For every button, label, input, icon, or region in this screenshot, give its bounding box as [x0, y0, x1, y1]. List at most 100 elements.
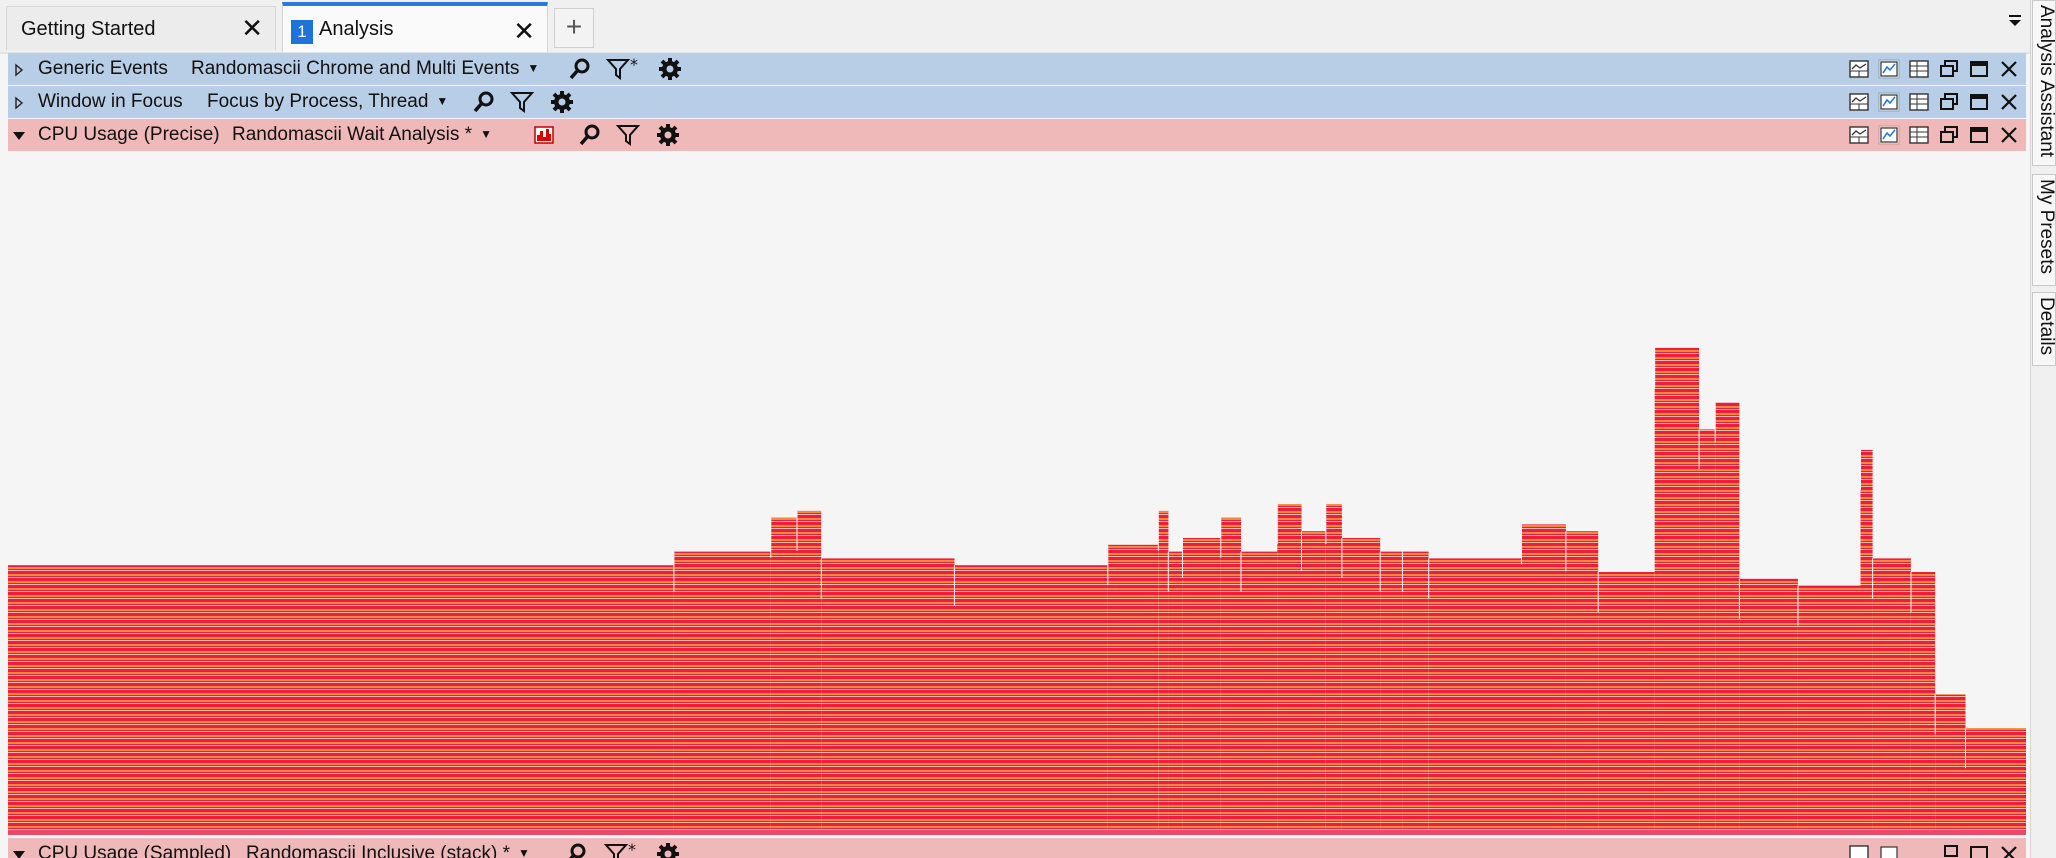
search-icon[interactable]: [472, 90, 496, 114]
graph-title: CPU Usage (Sampled): [38, 843, 232, 858]
gear-icon[interactable]: [656, 842, 680, 858]
table-only-view-icon[interactable]: [1908, 125, 1930, 145]
restore-window-icon[interactable]: [1938, 125, 1960, 145]
tab-analysis[interactable]: 1 Analysis ✕: [282, 2, 548, 52]
side-tab-label: My Presets: [2036, 179, 2056, 275]
maximize-icon[interactable]: [1968, 125, 1990, 145]
tab-number-badge: 1: [291, 20, 313, 44]
table-only-view-icon[interactable]: [1908, 59, 1930, 79]
preset-label: Focus by Process, Thread: [207, 91, 429, 112]
close-icon[interactable]: ✕: [513, 16, 535, 46]
chart-step-18: [1428, 558, 1522, 830]
graph-and-table-view-icon[interactable]: [1848, 125, 1870, 145]
chart-type-icon[interactable]: [532, 123, 556, 147]
maximize-icon[interactable]: [1968, 844, 1990, 858]
chart-step-25: [1739, 578, 1798, 830]
close-icon[interactable]: ✕: [241, 13, 263, 43]
chart-step-22: [1654, 347, 1700, 830]
side-tab-label: Details: [2036, 297, 2056, 356]
filter-icon[interactable]: [616, 123, 640, 147]
chart-step-30: [1935, 694, 1966, 830]
document-tab-strip: Getting Started ✕ 1 Analysis ✕ +: [0, 0, 2030, 54]
svg-text:*: *: [630, 57, 638, 74]
chart-step-2: [770, 517, 797, 830]
graph-title: Generic Events: [38, 58, 168, 79]
preset-dropdown[interactable]: Randomascii Chrome and Multi Events ▼: [191, 58, 539, 80]
chart-step-4: [821, 558, 955, 830]
search-icon[interactable]: [578, 123, 602, 147]
collapse-icon[interactable]: [12, 848, 26, 858]
tab-getting-started[interactable]: Getting Started ✕: [6, 6, 276, 50]
chart-step-7: [1158, 510, 1169, 830]
graph-only-view-icon[interactable]: [1878, 59, 1900, 79]
search-icon[interactable]: [564, 842, 588, 858]
gear-icon[interactable]: [658, 57, 682, 81]
gear-icon[interactable]: [550, 90, 574, 114]
close-icon[interactable]: [1998, 125, 2020, 145]
side-tab-details[interactable]: Details: [2032, 292, 2056, 366]
chart-step-12: [1277, 504, 1302, 830]
restore-window-icon[interactable]: [1938, 92, 1960, 112]
chart-step-3: [797, 510, 822, 830]
chart-step-31: [1965, 728, 2026, 830]
cpu-usage-chart[interactable]: [8, 151, 2026, 837]
graph-row-generic-events: Generic Events Randomascii Chrome and Mu…: [8, 53, 2026, 85]
chart-step-29: [1911, 572, 1936, 830]
chart-step-16: [1380, 551, 1403, 830]
graph-and-table-view-icon[interactable]: [1848, 59, 1870, 79]
close-icon[interactable]: [1998, 844, 2020, 858]
add-tab-button[interactable]: +: [554, 8, 594, 48]
maximize-icon[interactable]: [1968, 92, 1990, 112]
preset-label: Randomascii Inclusive (stack) *: [246, 843, 510, 858]
chevron-down-icon: ▼: [436, 94, 449, 108]
preset-label: Randomascii Wait Analysis *: [232, 124, 473, 145]
close-icon[interactable]: [1998, 59, 2020, 79]
maximize-icon[interactable]: [1968, 59, 1990, 79]
chevron-down-icon[interactable]: [2008, 14, 2022, 28]
chart-step-14: [1325, 504, 1342, 830]
close-icon[interactable]: [1998, 92, 2020, 112]
restore-window-icon[interactable]: [1938, 844, 1960, 858]
restore-window-icon[interactable]: [1938, 59, 1960, 79]
chart-step-15: [1341, 538, 1381, 830]
preset-dropdown[interactable]: Focus by Process, Thread ▼: [207, 91, 448, 113]
chart-baseline: [8, 830, 2026, 835]
preset-dropdown[interactable]: Randomascii Wait Analysis * ▼: [232, 124, 492, 146]
chart-step-8: [1168, 551, 1183, 830]
filter-active-icon[interactable]: *: [604, 842, 644, 858]
chevron-down-icon: ▼: [527, 61, 540, 75]
graph-and-table-view-icon[interactable]: [1848, 844, 1870, 858]
chevron-down-icon: ▼: [480, 127, 492, 141]
chart-step-17: [1402, 551, 1429, 830]
preset-label: Randomascii Chrome and Multi Events: [191, 58, 520, 79]
filter-active-icon[interactable]: *: [606, 57, 646, 81]
table-only-view-icon[interactable]: [1908, 92, 1930, 112]
cpu-usage-chart-svg: [8, 347, 2026, 830]
gear-icon[interactable]: [656, 123, 680, 147]
expand-icon[interactable]: [14, 63, 24, 77]
side-tab-label: Analysis Assistant: [2036, 5, 2056, 158]
graph-only-view-icon[interactable]: [1878, 844, 1900, 858]
search-icon[interactable]: [568, 57, 592, 81]
graph-and-table-view-icon[interactable]: [1848, 92, 1870, 112]
graph-title: Window in Focus: [38, 91, 183, 112]
side-panel-tabs: Analysis Assistant My Presets Details: [2030, 0, 2056, 858]
graph-row-cpu-usage-precise: CPU Usage (Precise) Randomascii Wait Ana…: [8, 119, 2026, 151]
side-tab-my-presets[interactable]: My Presets: [2032, 174, 2056, 286]
chart-step-20: [1565, 531, 1599, 830]
side-tab-analysis-assistant[interactable]: Analysis Assistant: [2032, 0, 2056, 166]
chart-step-10: [1220, 517, 1241, 830]
chart-step-5: [954, 565, 1108, 830]
chart-step-13: [1301, 531, 1326, 830]
chart-step-1: [673, 551, 771, 830]
graph-only-view-icon[interactable]: [1878, 92, 1900, 112]
preset-dropdown[interactable]: Randomascii Inclusive (stack) * ▼: [246, 843, 530, 858]
expand-icon[interactable]: [14, 96, 24, 110]
chart-step-24: [1715, 402, 1740, 830]
filter-icon[interactable]: [510, 90, 534, 114]
graph-only-view-icon[interactable]: [1878, 125, 1900, 145]
chart-step-21: [1598, 572, 1655, 830]
chart-step-26: [1798, 585, 1861, 830]
graph-row-window-in-focus: Window in Focus Focus by Process, Thread…: [8, 86, 2026, 118]
collapse-icon[interactable]: [12, 129, 26, 143]
